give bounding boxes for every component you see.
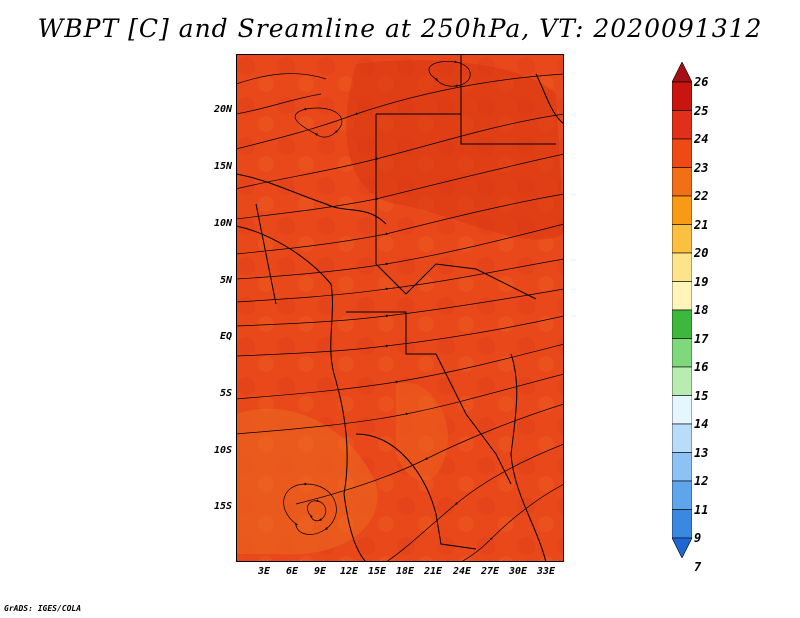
- colorbar-bottom-arrow: [672, 537, 692, 558]
- colorbar-level-label: 26: [694, 75, 709, 89]
- colorbar-level-label: 23: [694, 160, 709, 175]
- lon-label: 9E: [313, 566, 327, 577]
- colorbar-segment: [672, 110, 692, 140]
- wbpt-warm-region: [346, 60, 564, 240]
- colorbar-segment: [672, 138, 692, 168]
- colorbar-level-label: 15: [694, 388, 709, 403]
- colorbar-level-label: 16: [694, 360, 709, 374]
- colorbar-level-label: 18: [694, 303, 709, 317]
- lat-label: 10N: [213, 218, 232, 229]
- colorbar-level-label: 25: [694, 103, 709, 118]
- lon-label: 3E: [257, 566, 271, 577]
- colorbar-segment: [672, 224, 692, 254]
- map-frame: [236, 54, 564, 562]
- colorbar-level-label: 19: [694, 274, 709, 289]
- colorbar-level-label: 7: [694, 559, 702, 574]
- colorbar-segment: [672, 81, 692, 111]
- lat-label: 10S: [213, 445, 232, 456]
- lon-label: 27E: [480, 566, 500, 577]
- colorbar-segment: [672, 338, 692, 368]
- lon-label: 15E: [367, 566, 387, 577]
- colorbar-segment: [672, 423, 692, 453]
- lon-label: 12E: [339, 566, 359, 577]
- colorbar-level-label: 20: [694, 246, 709, 260]
- colorbar-segment: [672, 195, 692, 225]
- lat-label: 5N: [219, 275, 232, 286]
- colorbar: [672, 62, 692, 558]
- lon-label: 24E: [452, 566, 472, 577]
- colorbar-level-label: 11: [694, 502, 709, 517]
- lat-label: EQ: [219, 331, 232, 342]
- colorbar-level-label: 9: [694, 531, 702, 545]
- colorbar-level-label: 14: [694, 417, 709, 431]
- colorbar-level-label: 17: [694, 331, 709, 346]
- lon-label: 18E: [395, 566, 415, 577]
- lon-label: 6E: [285, 566, 299, 577]
- colorbar-segment: [672, 281, 692, 311]
- lon-label: 33E: [536, 566, 556, 577]
- colorbar-level-label: 12: [694, 474, 709, 488]
- colorbar-segment: [672, 167, 692, 197]
- colorbar-level-label: 24: [694, 132, 709, 146]
- wbpt-cool-region-2: [396, 382, 448, 481]
- map-panel: [236, 54, 564, 562]
- chart-title: WBPT [C] and Sreamline at 250hPa, VT: 20…: [37, 14, 763, 43]
- lon-label: 30E: [508, 566, 528, 577]
- colorbar-level-label: 13: [694, 445, 709, 460]
- coastlines-borders: [236, 54, 564, 562]
- colorbar-top-arrow: [672, 62, 692, 83]
- colorbar-segment: [672, 309, 692, 339]
- colorbar-segment: [672, 366, 692, 396]
- wbpt-cool-region: [236, 408, 378, 555]
- colorbar-segment: [672, 395, 692, 425]
- colorbar-segment: [672, 452, 692, 482]
- lat-label: 15N: [213, 161, 232, 172]
- colorbar-level-label: 21: [694, 217, 709, 232]
- credit-text: GrADS: IGES/COLA: [4, 604, 82, 613]
- colorbar-level-label: 22: [694, 189, 709, 203]
- colorbar-segment: [672, 480, 692, 510]
- lat-label: 5S: [219, 388, 232, 399]
- lat-label: 20N: [213, 104, 232, 115]
- colorbar-segment: [672, 252, 692, 282]
- lat-label: 15S: [213, 501, 232, 512]
- lon-label: 21E: [423, 566, 443, 577]
- colorbar-segment: [672, 509, 692, 539]
- streamlines: [236, 61, 564, 562]
